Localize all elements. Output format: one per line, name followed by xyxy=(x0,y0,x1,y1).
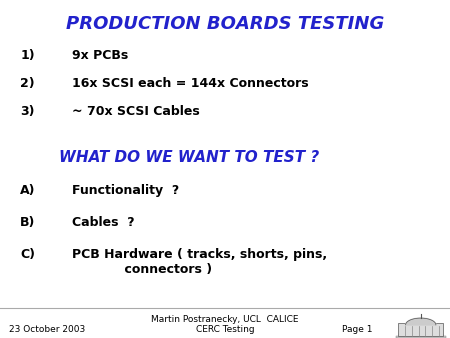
Text: B): B) xyxy=(20,216,36,229)
Text: UCL: UCL xyxy=(408,323,425,333)
FancyBboxPatch shape xyxy=(396,336,446,338)
FancyBboxPatch shape xyxy=(399,334,443,336)
FancyBboxPatch shape xyxy=(401,332,440,334)
Text: PRODUCTION BOARDS TESTING: PRODUCTION BOARDS TESTING xyxy=(66,15,384,33)
Polygon shape xyxy=(405,318,436,325)
Text: A): A) xyxy=(20,184,36,197)
Text: Martin Postranecky, UCL  CALICE
CERC Testing: Martin Postranecky, UCL CALICE CERC Test… xyxy=(151,315,299,334)
Text: 1): 1) xyxy=(20,49,35,62)
Text: Page 1: Page 1 xyxy=(342,325,373,334)
Text: PCB Hardware ( tracks, shorts, pins,
            connectors ): PCB Hardware ( tracks, shorts, pins, con… xyxy=(72,248,327,276)
FancyBboxPatch shape xyxy=(398,323,443,336)
Text: 23 October 2003: 23 October 2003 xyxy=(9,325,85,334)
Text: 9x PCBs: 9x PCBs xyxy=(72,49,128,62)
Text: C): C) xyxy=(20,248,35,261)
Text: 16x SCSI each = 144x Connectors: 16x SCSI each = 144x Connectors xyxy=(72,77,309,90)
Text: Functionality  ?: Functionality ? xyxy=(72,184,179,197)
Text: WHAT DO WE WANT TO TEST ?: WHAT DO WE WANT TO TEST ? xyxy=(59,150,319,165)
Text: 2): 2) xyxy=(20,77,35,90)
Text: 3): 3) xyxy=(20,105,35,118)
Text: ~ 70x SCSI Cables: ~ 70x SCSI Cables xyxy=(72,105,200,118)
Text: Cables  ?: Cables ? xyxy=(72,216,135,229)
